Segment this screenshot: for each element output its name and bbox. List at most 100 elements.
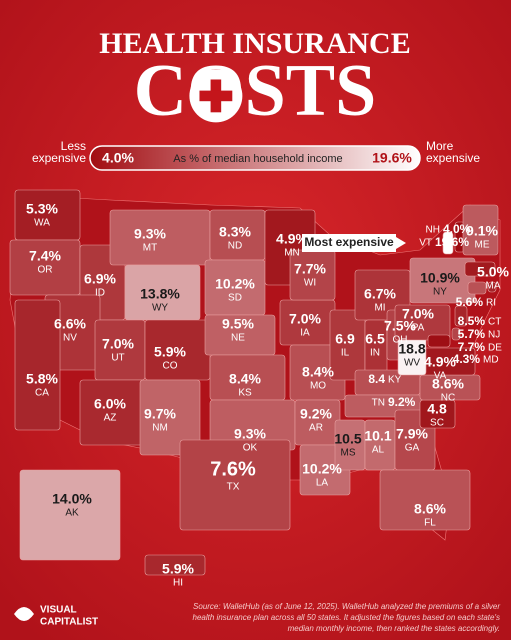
- callout-text: Most expensive: [304, 235, 394, 249]
- state-value: 8.3%: [219, 224, 251, 240]
- state-abbr: LA: [316, 478, 329, 489]
- state-tile: [14, 299, 61, 431]
- title-cross: [199, 90, 233, 102]
- state-tile: [179, 439, 291, 531]
- state-value: 14.0%: [52, 491, 92, 507]
- state-value: 7.0%: [102, 336, 134, 352]
- state-abbr: MO: [310, 381, 326, 392]
- state-abbr: MD: [483, 355, 499, 366]
- state-abbr: MI: [374, 303, 385, 314]
- state-value: 5.3%: [26, 201, 58, 217]
- state-abbr: OR: [38, 265, 53, 276]
- state-value: 7.6%: [210, 458, 256, 480]
- state-value: 4.0%: [443, 222, 471, 236]
- logo-text: CAPITALIST: [40, 617, 98, 628]
- state-value: 6.5: [365, 331, 385, 347]
- state-abbr: ID: [95, 288, 105, 299]
- logo-icon: [14, 607, 34, 621]
- state-abbr: NE: [231, 333, 245, 344]
- legend-max: 19.6%: [372, 150, 412, 166]
- state-value: 18.8: [398, 341, 425, 357]
- state-value: 7.5%: [384, 318, 416, 334]
- state-value: 5.9%: [154, 344, 186, 360]
- state-tile: [144, 554, 206, 576]
- state-abbr: KY: [388, 375, 402, 386]
- state-map: [9, 189, 499, 576]
- state-abbr: HI: [173, 578, 183, 589]
- state-value: 10.2%: [215, 276, 255, 292]
- state-value: 9.3%: [134, 226, 166, 242]
- source-line: health insurance plan across all 50 stat…: [193, 613, 501, 622]
- callout-box: [302, 234, 396, 252]
- state-tile: [464, 261, 496, 277]
- state-abbr: WV: [404, 358, 420, 369]
- logo: VISUAL CAPITALIST: [14, 605, 98, 628]
- state-abbr: RI: [486, 298, 496, 309]
- state-value: 9.2%: [388, 395, 416, 409]
- source-line: median monthly income, then ranked the s…: [288, 624, 500, 633]
- state-value: 10.9%: [420, 270, 460, 286]
- state-value: 19.6%: [435, 235, 469, 249]
- state-value: 9.5%: [222, 316, 254, 332]
- legend-low: Less expensive: [31, 140, 86, 165]
- source-line: Source: WalletHub (as of June 12, 2025).…: [193, 602, 500, 611]
- state-abbr: TX: [227, 482, 240, 493]
- state-value: 8.5%: [458, 314, 486, 328]
- legend-low-box: Less expensive: [31, 140, 86, 165]
- state-tile: [19, 469, 121, 561]
- state-value: 5.7%: [458, 327, 486, 341]
- state-value: 5.0%: [477, 264, 509, 280]
- state-abbr: NV: [63, 333, 77, 344]
- state-tile: [451, 327, 461, 341]
- callout-arrow: [396, 237, 406, 249]
- state-abbr: AZ: [104, 413, 117, 424]
- state-value: 4.3%: [453, 352, 481, 366]
- logo-text: VISUAL: [40, 605, 77, 616]
- state-abbr: TN: [372, 398, 385, 409]
- state-abbr: FL: [424, 518, 436, 529]
- state-abbr: MS: [341, 448, 356, 459]
- state-value: 9.3%: [234, 426, 266, 442]
- state-tile: [467, 281, 487, 295]
- state-tile: [442, 231, 454, 255]
- state-abbr: IA: [300, 328, 310, 339]
- state-abbr: ND: [228, 241, 242, 252]
- state-abbr: VA: [434, 371, 447, 382]
- state-value: 10.5: [334, 431, 361, 447]
- state-abbr: DE: [488, 343, 502, 354]
- state-abbr: AR: [309, 423, 323, 434]
- state-value: 9.7%: [144, 406, 176, 422]
- state-tile: [139, 379, 201, 456]
- state-abbr: UT: [111, 353, 124, 364]
- state-tile: [462, 204, 499, 256]
- legend: Less expensive More expensive 4.0% As % …: [9, 140, 510, 633]
- state-value: 10.1: [364, 428, 391, 444]
- state-abbr: NJ: [488, 330, 500, 341]
- state-value: 9.1%: [466, 223, 498, 239]
- state-value: 4.9%: [424, 354, 456, 370]
- state-abbr: NY: [433, 287, 447, 298]
- state-abbr: OH: [393, 335, 408, 346]
- state-abbr: PA: [412, 323, 425, 334]
- legend-high-box: More expensive: [426, 140, 481, 165]
- legend-high: More expensive: [426, 140, 481, 165]
- state-abbr: AK: [65, 508, 79, 519]
- legend-caption: As % of median household income: [173, 153, 342, 165]
- state-value: 7.0%: [402, 306, 434, 322]
- state-tile: [394, 304, 451, 341]
- state-value: 8.4%: [302, 364, 334, 380]
- state-value: 6.0%: [94, 396, 126, 412]
- state-value: 13.8%: [140, 286, 180, 302]
- state-value: 7.7%: [458, 340, 486, 354]
- state-abbr: VT: [419, 238, 432, 249]
- state-abbr: NM: [152, 423, 168, 434]
- state-value: 6.7%: [364, 286, 396, 302]
- callout: Most expensive: [302, 234, 406, 252]
- state-value: 8.6%: [432, 376, 464, 392]
- state-abbr: ME: [475, 240, 490, 251]
- state-tile: [379, 469, 471, 531]
- state-abbr: KS: [238, 388, 252, 399]
- state-value: 6.9: [335, 331, 355, 347]
